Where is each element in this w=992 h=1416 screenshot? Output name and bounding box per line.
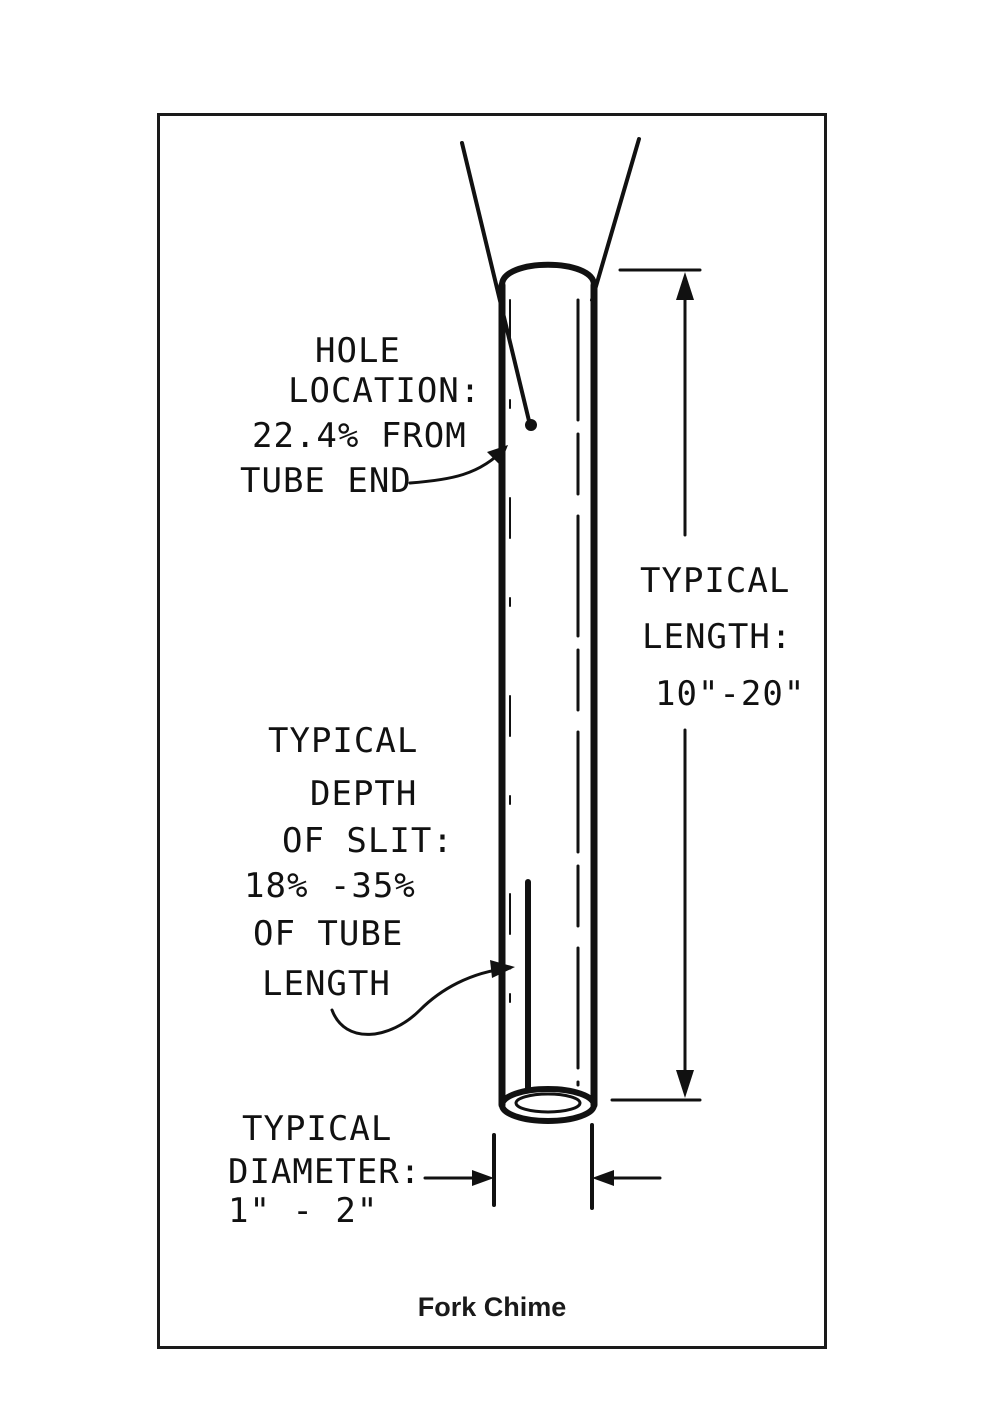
length-label: TYPICAL LENGTH: 10"-20" xyxy=(640,561,805,714)
tube xyxy=(498,261,598,1124)
string-left xyxy=(460,141,532,427)
slit-label-line: TYPICAL xyxy=(268,721,418,761)
arrow-length-top xyxy=(676,272,694,300)
hole-label-line: HOLE xyxy=(315,331,401,371)
hole-label-line: LOCATION: xyxy=(288,371,481,411)
slit-label-line: 18% -35% xyxy=(244,866,416,906)
slit-label-line: OF SLIT: xyxy=(282,821,454,861)
hole-label: HOLE LOCATION: 22.4% FROM TUBE END xyxy=(240,331,481,501)
arrow-diameter-left xyxy=(472,1170,494,1186)
figure-caption: Fork Chime xyxy=(417,1292,567,1322)
slit-leader xyxy=(330,966,512,1036)
arrow-length-bottom xyxy=(676,1070,694,1098)
hole-label-line: 22.4% FROM xyxy=(252,416,467,456)
arrow-diameter-right xyxy=(592,1170,614,1186)
hole-label-line: TUBE END xyxy=(240,461,412,501)
length-dimension xyxy=(610,268,702,1102)
slit-label-line: OF TUBE xyxy=(253,914,403,954)
slit-label: TYPICAL DEPTH OF SLIT: 18% -35% OF TUBE … xyxy=(244,721,454,1004)
string-right xyxy=(590,137,641,302)
slit-label-line: LENGTH xyxy=(262,964,391,1004)
diameter-label-line: TYPICAL xyxy=(242,1109,392,1149)
arrow-slit xyxy=(490,960,515,978)
arrow-hole xyxy=(487,445,508,465)
diameter-label-line: 1" - 2" xyxy=(228,1191,378,1231)
hole-marker xyxy=(525,419,537,431)
diameter-label: TYPICAL DIAMETER: 1" - 2" xyxy=(228,1109,421,1231)
length-label-line: 10"-20" xyxy=(655,674,805,714)
length-label-line: LENGTH: xyxy=(642,617,792,657)
diameter-label-line: DIAMETER: xyxy=(228,1152,421,1192)
slit-label-line: DEPTH xyxy=(310,774,417,814)
length-label-line: TYPICAL xyxy=(640,561,790,601)
diameter-dimension xyxy=(423,1123,662,1210)
